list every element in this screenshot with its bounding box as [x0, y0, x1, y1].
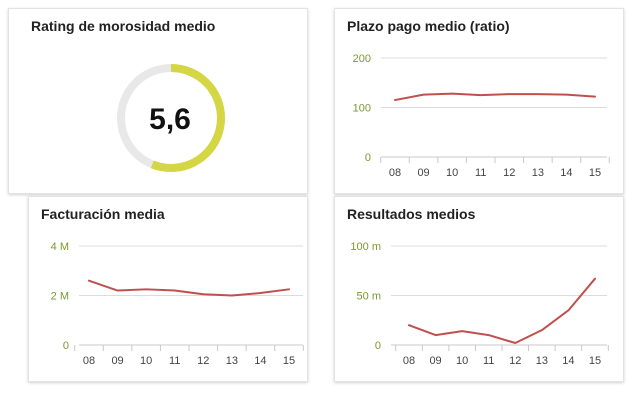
x-tick-label: 09 — [111, 355, 123, 367]
x-tick-label: 08 — [389, 167, 401, 179]
y-tick-label: 0 — [365, 152, 371, 164]
line-chart-plazo: 0 100 200 08 09 10 11 12 13 14 15 — [353, 53, 610, 179]
x-tick-label: 11 — [169, 355, 180, 367]
chart-card-plazo: Plazo pago medio (ratio) 0 100 200 08 09 10 11… — [334, 8, 624, 194]
gauge-fill-arc — [117, 64, 225, 172]
x-tick-label: 12 — [503, 167, 515, 179]
chart-title: Facturación media — [41, 206, 165, 222]
y-tick-label: 2 M — [51, 291, 69, 303]
y-tick-label: 100 m — [350, 241, 381, 253]
y-tick-label: 0 — [375, 340, 381, 352]
x-tick-label: 14 — [254, 355, 266, 367]
x-tick-label: 08 — [403, 355, 415, 367]
gauge-card: Rating de morosidad medio 5,6 — [8, 8, 308, 194]
y-tick-label: 4 M — [51, 241, 69, 253]
x-tick-label: 15 — [589, 355, 601, 367]
y-tick-label: 0 — [63, 340, 69, 352]
gauge-value: 5,6 — [149, 103, 191, 136]
chart-card-facturacion: Facturación media 0 2 M 4 M 08 09 10 11 12 13 14 1… — [28, 196, 308, 382]
x-tick-label: 14 — [560, 167, 572, 179]
chart-title: Resultados medios — [347, 206, 476, 222]
x-tick-label: 13 — [226, 355, 238, 367]
x-tick-label: 10 — [456, 355, 468, 367]
chart-card-resultados: Resultados medios 0 50 m 100 m 08 09 10 11 12 13… — [334, 196, 624, 382]
chart-title: Plazo pago medio (ratio) — [347, 18, 510, 34]
x-tick-label: 15 — [589, 167, 601, 179]
y-tick-label: 100 — [353, 103, 371, 115]
line-chart-resultados: 0 50 m 100 m 08 09 10 11 12 13 14 15 — [350, 241, 609, 367]
line-chart-facturacion: 0 2 M 4 M 08 09 10 11 12 13 14 15 — [51, 241, 304, 367]
y-tick-label: 200 — [353, 53, 371, 65]
gauge-title: Rating de morosidad medio — [31, 18, 216, 34]
x-tick-label: 13 — [532, 167, 544, 179]
x-tick-label: 10 — [446, 167, 458, 179]
series-line — [408, 277, 596, 345]
series-line — [394, 92, 596, 102]
x-tick-label: 11 — [475, 167, 486, 179]
x-tick-label: 12 — [197, 355, 209, 367]
x-tick-label: 13 — [536, 355, 548, 367]
x-tick-label: 11 — [483, 355, 494, 367]
x-tick-label: 15 — [283, 355, 295, 367]
x-tick-label: 14 — [562, 355, 574, 367]
x-tick-label: 10 — [140, 355, 152, 367]
x-tick-label: 12 — [509, 355, 521, 367]
gauge-ring — [117, 64, 225, 172]
y-tick-label: 50 m — [357, 291, 381, 303]
x-tick-label: 09 — [417, 167, 429, 179]
x-tick-label: 09 — [429, 355, 441, 367]
series-line — [88, 279, 290, 297]
x-tick-label: 08 — [83, 355, 95, 367]
